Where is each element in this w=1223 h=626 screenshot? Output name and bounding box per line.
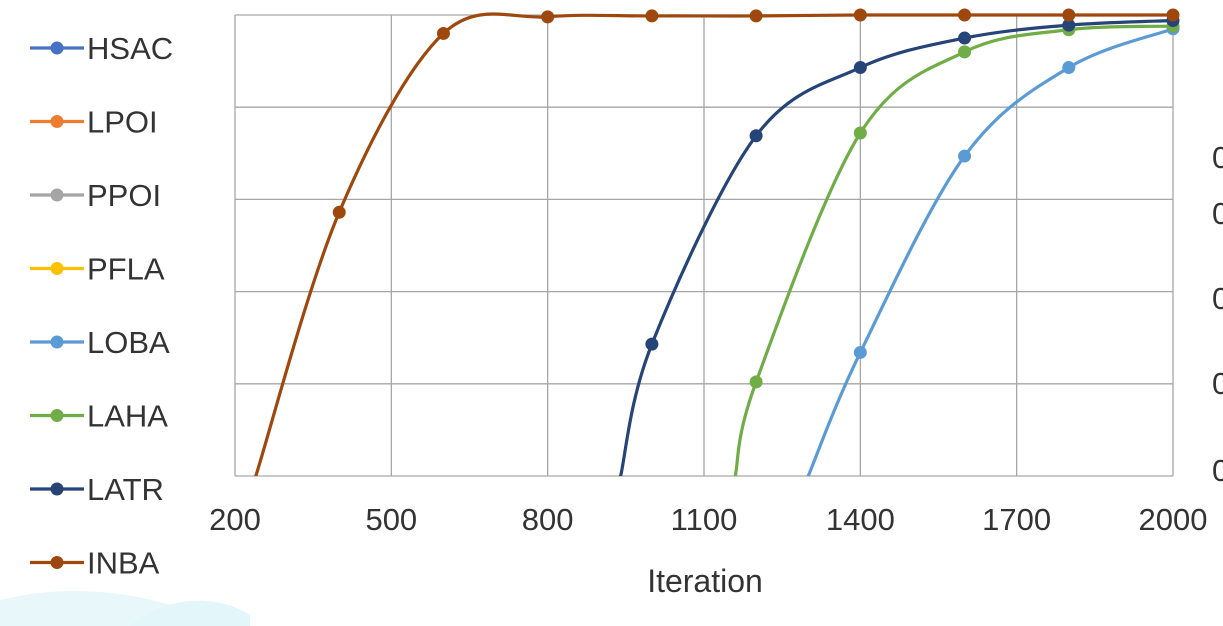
right-tick-label-3: 0 (1212, 366, 1223, 401)
legend-item-inba: INBA (30, 546, 160, 581)
x-axis-label: Iteration (647, 563, 763, 599)
x-tick-label-200: 200 (209, 502, 261, 537)
legend-marker-lpoi (50, 115, 64, 128)
series-line-inba (254, 12, 1173, 476)
legend-item-hsac: HSAC (30, 31, 173, 66)
data-point-inba-1200 (749, 9, 763, 23)
legend-marker-hsac (50, 41, 64, 55)
x-tick-label-2000: 2000 (1139, 502, 1208, 537)
data-point-loba-1800 (1062, 61, 1076, 75)
legend-marker-pfla (50, 262, 64, 275)
data-point-inba-400 (332, 205, 346, 219)
data-point-latr-1000 (645, 337, 659, 351)
series-line-loba (806, 27, 1173, 476)
legend: HSAC LPOI PPOI PFLA LOBA LAHA LATR INBA (30, 31, 173, 581)
data-point-loba-1400 (853, 345, 867, 359)
data-point-inba-1800 (1062, 8, 1076, 22)
right-axis-tick-labels: 0 0 0 0 0 (1212, 140, 1223, 488)
right-tick-label-1: 0 (1212, 196, 1223, 231)
data-point-laha-1400 (853, 126, 867, 140)
x-tick-label-1100: 1100 (671, 502, 738, 537)
series-markers (332, 8, 1180, 389)
x-tick-label-1700: 1700 (982, 502, 1051, 537)
grid (234, 14, 1174, 477)
series-lines (254, 12, 1173, 476)
legend-item-ppoi: PPOI (30, 178, 161, 213)
legend-marker-ppoi (50, 188, 64, 202)
legend-marker-latr (50, 482, 64, 496)
data-point-laha-1200 (749, 375, 763, 389)
data-point-inba-1600 (958, 8, 972, 22)
x-tick-label-1400: 1400 (826, 502, 895, 537)
legend-item-latr: LATR (30, 472, 164, 507)
data-point-inba-1000 (645, 9, 659, 23)
data-point-inba-800 (541, 10, 555, 24)
legend-item-lpoi: LPOI (30, 105, 158, 140)
legend-marker-laha (50, 409, 64, 422)
legend-label-loba: LOBA (87, 325, 170, 360)
right-tick-label-2: 0 (1212, 281, 1223, 316)
legend-label-latr: LATR (87, 472, 164, 507)
right-tick-label-0: 0 (1212, 140, 1223, 175)
data-point-loba-1600 (958, 149, 972, 163)
watermark-swoosh (0, 590, 250, 626)
data-point-inba-600 (436, 26, 450, 40)
x-axis-tick-labels: 200 500 800 1100 1400 1700 2000 (209, 502, 1207, 537)
legend-item-pfla: PFLA (30, 252, 165, 287)
legend-marker-inba (50, 556, 64, 569)
legend-label-lpoi: LPOI (87, 105, 158, 140)
legend-label-inba: INBA (87, 546, 160, 581)
legend-label-pfla: PFLA (87, 252, 165, 287)
x-tick-label-800: 800 (522, 502, 574, 537)
data-point-laha-1600 (958, 45, 972, 59)
legend-label-hsac: HSAC (87, 31, 173, 66)
data-point-latr-1400 (853, 61, 867, 75)
data-point-inba-1400 (853, 8, 867, 22)
legend-item-laha: LAHA (30, 399, 168, 434)
data-point-inba-2000 (1166, 8, 1180, 22)
data-point-latr-1800 (1062, 18, 1076, 32)
legend-marker-loba (50, 335, 64, 349)
x-tick-label-500: 500 (365, 502, 417, 537)
data-point-latr-1600 (958, 31, 972, 45)
legend-label-laha: LAHA (87, 399, 168, 434)
data-point-latr-1200 (749, 129, 763, 143)
legend-label-ppoi: PPOI (87, 178, 161, 213)
legend-item-loba: LOBA (30, 325, 170, 360)
right-tick-label-4: 0 (1212, 453, 1223, 488)
